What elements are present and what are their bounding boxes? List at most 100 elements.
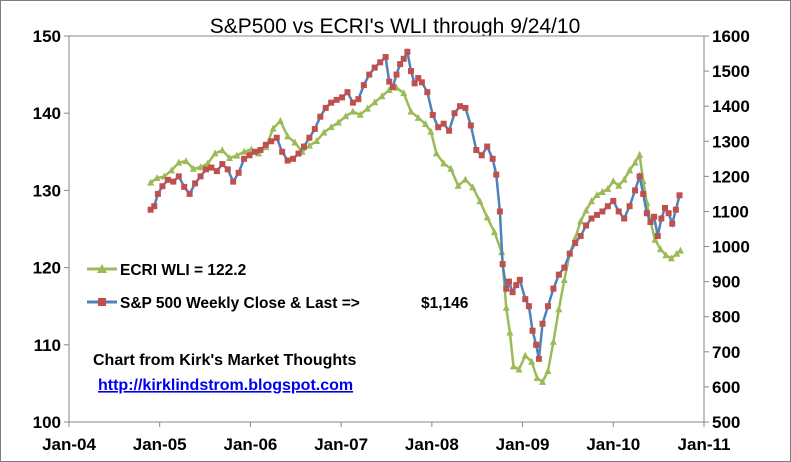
- legend-sp500: S&P 500 Weekly Close & Last => $1,146: [87, 295, 469, 312]
- sp500-point: [588, 215, 595, 222]
- sp500-point: [389, 83, 396, 90]
- sp500-point: [333, 96, 340, 103]
- sp500-point: [533, 341, 540, 348]
- sp500-point: [440, 120, 447, 127]
- sp500-point: [241, 155, 248, 162]
- ecri-wli-point: [673, 249, 681, 257]
- right-tick-label: 1500: [712, 62, 750, 81]
- sp500-point: [262, 141, 269, 148]
- ecri-wli-point: [533, 373, 541, 381]
- sp500-point: [224, 166, 231, 173]
- ecri-wli-point: [218, 146, 226, 154]
- sp500-point: [186, 190, 193, 197]
- sp500-point: [636, 173, 643, 180]
- ecri-wli-point: [454, 181, 462, 189]
- ecri-wli-point: [631, 158, 639, 166]
- ecri-wli-point: [385, 86, 393, 94]
- sp500-point: [473, 147, 480, 154]
- sp500-point: [382, 54, 389, 61]
- ecri-wli-point: [182, 157, 190, 165]
- sp500-point: [665, 210, 672, 217]
- sp500-point: [599, 208, 606, 215]
- ecri-wli-point: [615, 181, 623, 189]
- sp500-point: [577, 233, 584, 240]
- sp500-point: [202, 166, 209, 173]
- x-tick-label: Jan-10: [586, 435, 640, 454]
- ecri-wli-point: [560, 275, 568, 283]
- right-tick-label: 500: [712, 413, 740, 432]
- ecri-wli-point: [510, 362, 517, 370]
- right-tick-label: 1100: [712, 202, 749, 221]
- sp500-point: [251, 148, 258, 155]
- sp500-point: [360, 82, 367, 89]
- ecri-wli-point: [651, 235, 659, 243]
- ecri-wli-point: [407, 107, 415, 115]
- sp500-point: [371, 64, 378, 71]
- sp500-point: [170, 178, 177, 185]
- sp500-point: [435, 124, 442, 131]
- sp500-point: [418, 79, 425, 86]
- sp500-point: [268, 138, 275, 145]
- ecri-wli-point: [168, 166, 176, 174]
- sp500-point: [651, 213, 658, 220]
- ecri-wli-point: [676, 246, 684, 254]
- sp500-point: [257, 147, 264, 154]
- ecri-wli-point: [490, 228, 498, 236]
- ecri-wli-point: [656, 245, 664, 253]
- ecri-wli-point: [544, 367, 552, 375]
- sp500-point: [415, 75, 422, 82]
- x-tick-label: Jan-05: [133, 435, 187, 454]
- sp500-point: [397, 61, 404, 68]
- sp500-point: [593, 211, 600, 218]
- sp500-point: [478, 152, 485, 159]
- chart-title: S&P500 vs ECRI's WLI through 9/24/10: [210, 15, 581, 38]
- sp500-point: [484, 143, 491, 150]
- left-tick-label: 110: [34, 336, 61, 355]
- ecri-wli-point: [539, 377, 547, 385]
- sp500-point: [339, 94, 346, 101]
- ecri-wli-point: [598, 187, 606, 195]
- ecri-wli-point: [555, 305, 563, 313]
- right-tick-label: 1400: [712, 97, 750, 116]
- ecri-wli-point: [175, 158, 183, 166]
- sp500-point: [279, 148, 286, 155]
- sp500-point: [615, 208, 622, 215]
- ecri-wli-point: [414, 113, 422, 121]
- legend-ecri: ECRI WLI = 122.2: [87, 262, 246, 279]
- ecri-wli-point: [313, 136, 321, 144]
- sp500-point: [529, 327, 536, 334]
- ecri-wli-point: [636, 150, 644, 158]
- sp500-point: [306, 134, 313, 141]
- sp500-point: [284, 157, 291, 164]
- sp500-point: [522, 296, 529, 303]
- ecri-wli-point: [226, 153, 234, 161]
- left-tick-label: 150: [33, 27, 61, 46]
- sp500-point: [604, 203, 611, 210]
- sp500-point: [489, 155, 496, 162]
- sp500-point: [192, 180, 199, 187]
- sp500-point: [525, 303, 532, 310]
- left-tick-label: 120: [33, 259, 61, 278]
- right-tick-label: 1000: [712, 238, 750, 257]
- sp500-point: [393, 71, 400, 78]
- sp500-point: [513, 282, 520, 289]
- sp500-point: [424, 89, 431, 96]
- sp500-point: [349, 99, 356, 106]
- legend-sp500-marker: [98, 298, 106, 306]
- ecri-wli-point: [483, 213, 491, 221]
- ecri-wli-point: [305, 141, 313, 149]
- sp500-point: [456, 103, 463, 110]
- sp500-point: [544, 303, 551, 310]
- x-tick-label: Jan-07: [314, 435, 368, 454]
- right-tick-label: 1200: [712, 167, 750, 186]
- sp500-point: [669, 220, 676, 227]
- ecri-wli-point: [371, 98, 379, 106]
- sp500-point: [411, 80, 418, 87]
- ecri-wli-point: [320, 128, 328, 136]
- legend-sp500-label: S&P 500 Weekly Close & Last =>: [120, 295, 360, 312]
- sp500-point: [626, 203, 633, 210]
- blog-link[interactable]: http://kirklindstrom.blogspot.com: [98, 377, 353, 394]
- right-tick-label: 1600: [712, 27, 750, 46]
- sp500-point: [621, 215, 628, 222]
